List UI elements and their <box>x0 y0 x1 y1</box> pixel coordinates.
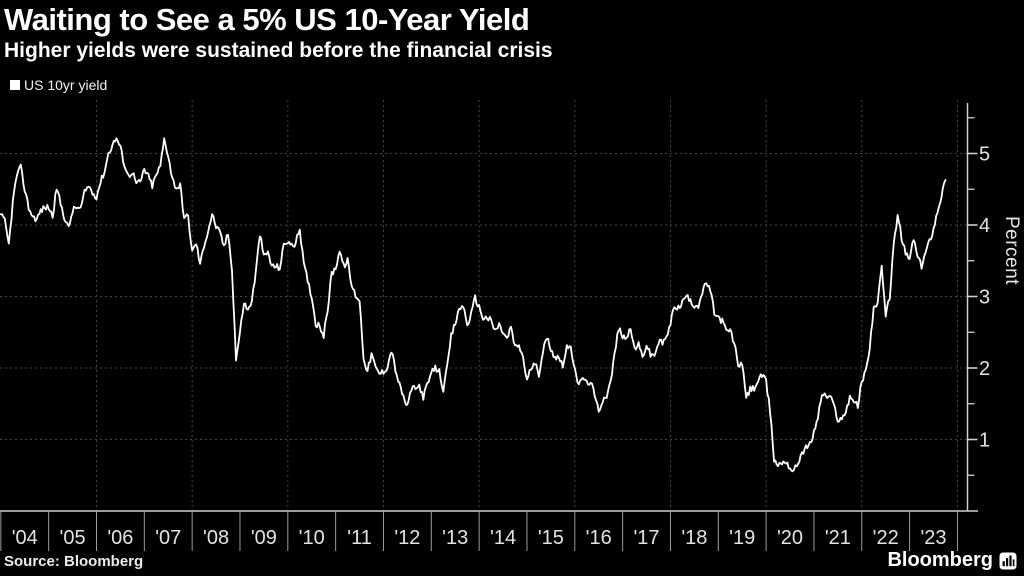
y-tick-label: 1 <box>979 430 990 452</box>
bloomberg-logo-icon <box>999 552 1017 569</box>
legend-swatch-icon <box>10 80 20 90</box>
x-tick-label: '12 <box>394 527 420 549</box>
x-tick-label: '08 <box>203 527 229 549</box>
yield-line <box>0 137 947 473</box>
x-tick-label: '06 <box>107 527 133 549</box>
brand-name: Bloomberg <box>887 549 993 571</box>
legend-label: US 10yr yield <box>24 77 108 93</box>
bloomberg-brand: Bloomberg <box>887 549 1017 572</box>
x-tick-label: '20 <box>777 527 803 549</box>
x-tick-label: '07 <box>155 527 181 549</box>
x-tick-label: '11 <box>347 527 372 549</box>
y-tick-label: 2 <box>979 358 990 380</box>
legend: US 10yr yield <box>10 77 107 93</box>
x-tick-label: '23 <box>920 527 946 549</box>
x-tick-label: '10 <box>299 527 325 549</box>
source-note: Source: Bloomberg <box>4 553 144 570</box>
x-tick-label: '05 <box>60 527 86 549</box>
x-tick-label: '16 <box>586 527 612 549</box>
y-tick-label: 3 <box>979 287 990 309</box>
x-tick-label: '21 <box>825 527 851 549</box>
x-tick-label: '19 <box>729 527 755 549</box>
x-tick-label: '14 <box>490 527 516 549</box>
page-subtitle: Higher yields were sustained before the … <box>4 39 553 62</box>
y-axis-title: Percent <box>1001 216 1022 285</box>
x-tick-label: '04 <box>12 527 38 549</box>
x-tick-label: '22 <box>873 527 899 549</box>
x-tick-label: '17 <box>633 527 659 549</box>
x-tick-label: '09 <box>251 527 277 549</box>
y-tick-label: 5 <box>979 144 990 166</box>
page-title: Waiting to See a 5% US 10-Year Yield <box>4 2 530 37</box>
y-tick-label: 4 <box>979 215 990 237</box>
x-tick-label: '13 <box>442 527 468 549</box>
x-tick-label: '18 <box>681 527 707 549</box>
x-tick-label: '15 <box>538 527 564 549</box>
